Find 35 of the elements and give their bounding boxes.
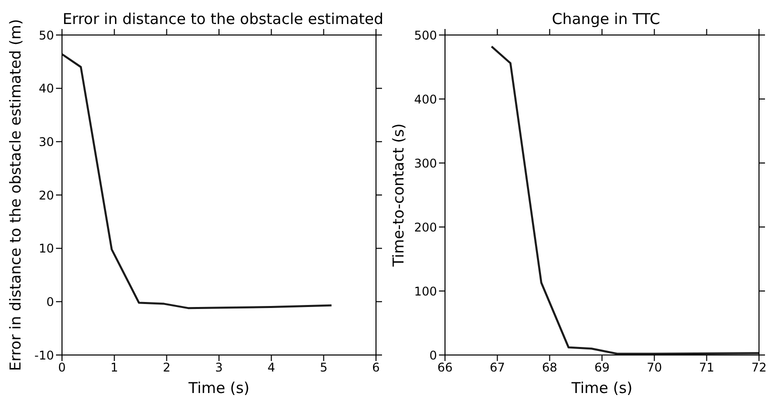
x-tick-label: 72 xyxy=(751,360,767,375)
y-tick-label: 10 xyxy=(38,242,54,256)
chart-title: Change in TTC xyxy=(550,10,662,28)
y-tick-label: -10 xyxy=(34,348,54,362)
y-tick-label: 40 xyxy=(38,82,54,96)
x-tick-label: 66 xyxy=(437,360,453,375)
x-tick-label: 67 xyxy=(490,360,505,375)
y-tick-label: 50 xyxy=(38,28,54,42)
y-tick-label: 0 xyxy=(46,294,54,309)
y-tick-label: 30 xyxy=(38,134,54,149)
x-tick-label: 3 xyxy=(215,360,223,375)
x-tick-label: 0 xyxy=(58,360,66,375)
y-axis-title: Error in distance to the obstacle estimated (m) xyxy=(6,19,24,371)
x-tick-label: 4 xyxy=(268,360,276,375)
chart-title: Error in distance to the obstacle estimated xyxy=(62,10,384,28)
y-tick-label: 200 xyxy=(414,220,437,234)
y-tick-label: 20 xyxy=(38,188,54,202)
x-axis-title: Time (s) xyxy=(570,379,632,397)
x-tick-label: 71 xyxy=(699,360,714,375)
x-tick-label: 5 xyxy=(320,360,328,375)
y-tick-label: 0 xyxy=(429,348,437,362)
y-tick-label: 400 xyxy=(414,92,437,106)
x-tick-label: 6 xyxy=(372,360,380,375)
y-tick-label: 300 xyxy=(414,156,437,170)
x-axis-title: Time (s) xyxy=(188,379,250,397)
line-series xyxy=(490,46,759,355)
x-tick-label: 68 xyxy=(542,360,558,375)
line-series xyxy=(62,53,333,310)
y-tick-label: 500 xyxy=(414,28,437,42)
y-axis-title: Time-to-contact (s) xyxy=(389,123,408,268)
x-tick-label: 69 xyxy=(594,360,610,375)
y-tick-label: 100 xyxy=(414,284,437,298)
x-tick-label: 1 xyxy=(110,360,118,375)
x-tick-label: 70 xyxy=(646,360,662,375)
x-tick-label: 2 xyxy=(162,360,170,375)
